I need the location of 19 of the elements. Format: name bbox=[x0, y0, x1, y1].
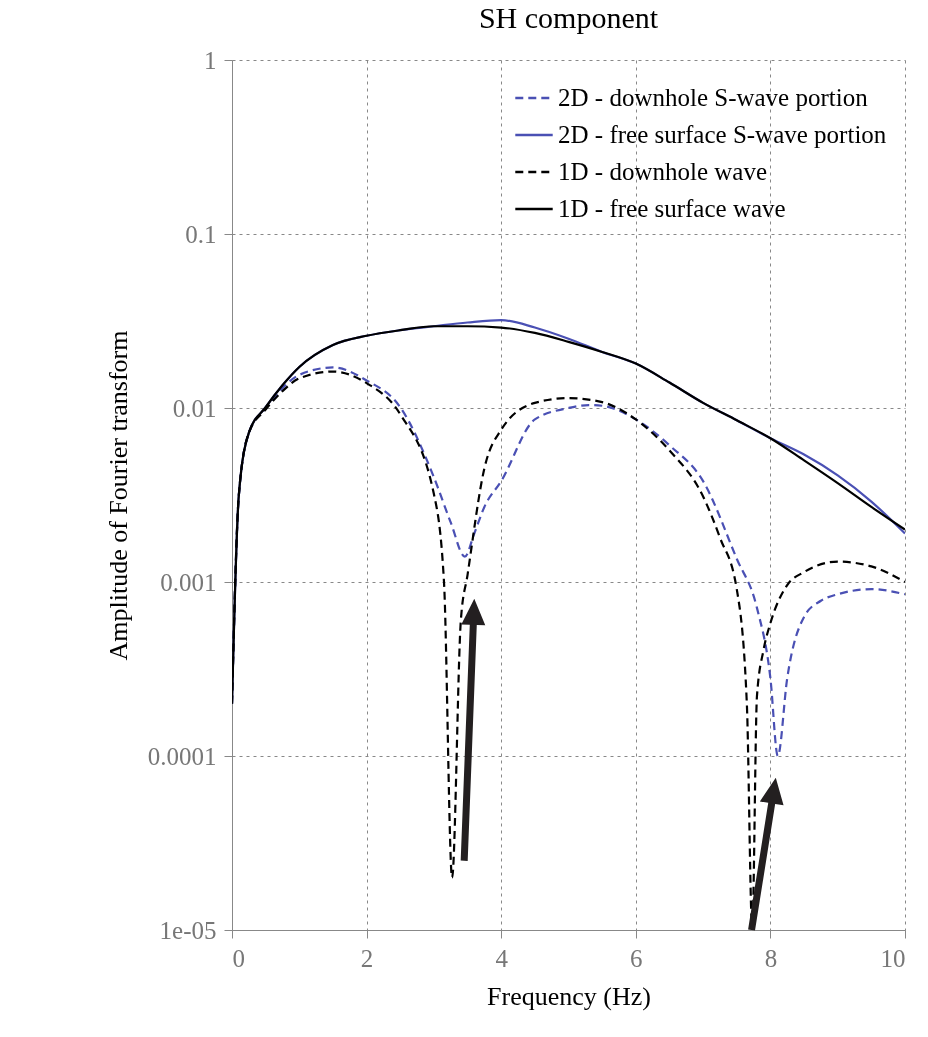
legend-label: 1D - free surface wave bbox=[558, 195, 786, 222]
y-tick-label: 0.01 bbox=[172, 394, 217, 422]
legend-label: 1D - downhole wave bbox=[558, 158, 767, 185]
chart-title: SH component bbox=[478, 1, 659, 34]
x-tick-label: 0 bbox=[232, 944, 245, 972]
y-tick-label: 0.0001 bbox=[147, 742, 217, 770]
y-tick-label: 1e-05 bbox=[159, 916, 217, 944]
y-axis-title: Amplitude of Fourier transform bbox=[103, 330, 133, 661]
x-tick-label: 8 bbox=[764, 944, 778, 972]
y-tick-label: 1 bbox=[204, 46, 217, 74]
x-tick-label: 6 bbox=[630, 944, 643, 972]
legend-label: 2D - downhole S-wave portion bbox=[558, 84, 869, 111]
x-tick-label: 10 bbox=[880, 944, 906, 972]
x-tick-label: 4 bbox=[495, 944, 509, 972]
y-tick-label: 0.1 bbox=[185, 220, 217, 248]
x-axis-title: Frequency (Hz) bbox=[487, 981, 651, 1011]
x-tick-label: 2 bbox=[360, 944, 374, 972]
y-tick-label: 0.001 bbox=[160, 568, 217, 596]
legend-label: 2D - free surface S-wave portion bbox=[558, 121, 887, 148]
